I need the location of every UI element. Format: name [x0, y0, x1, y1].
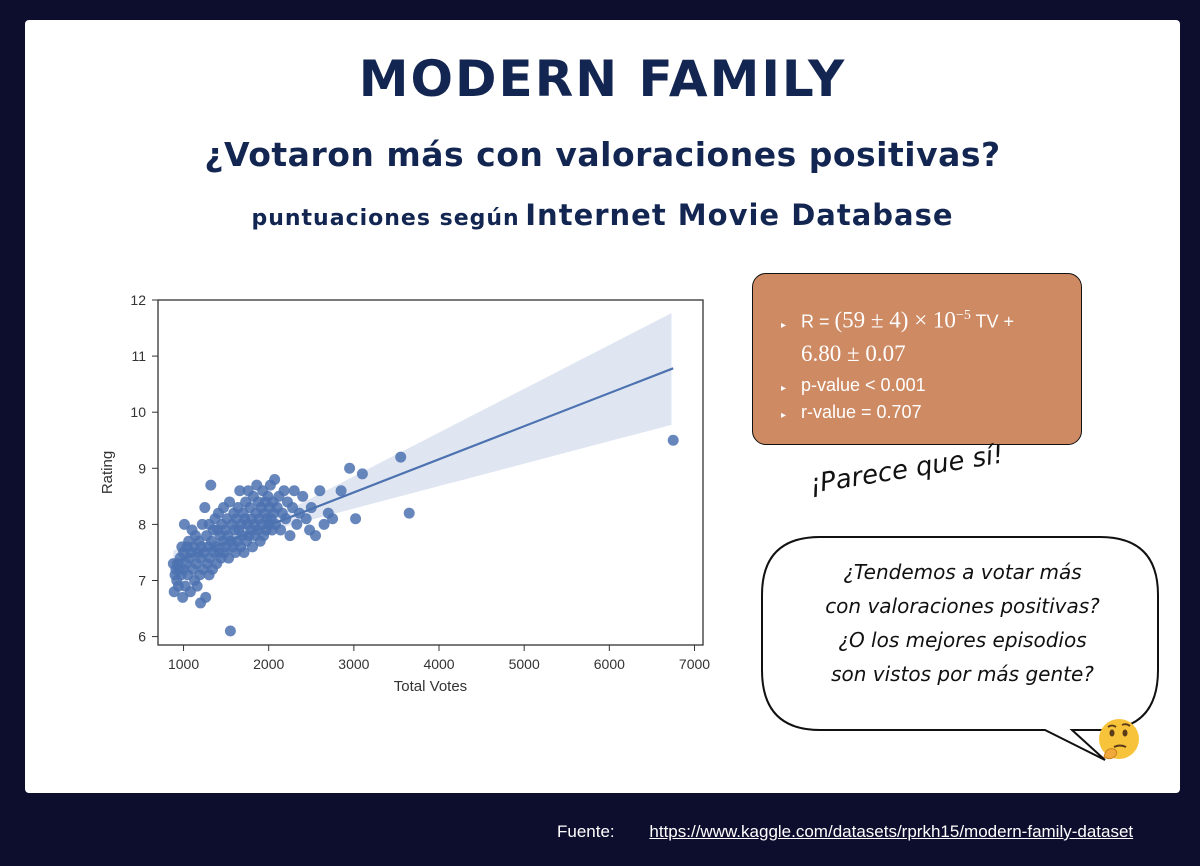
- footer: Fuente: https://www.kaggle.com/datasets/…: [557, 822, 1133, 842]
- source-link[interactable]: https://www.kaggle.com/datasets/rprkh15/…: [649, 822, 1134, 841]
- footer-label: Fuente:: [557, 822, 615, 841]
- rvalue-text: r-value = 0.707: [801, 401, 922, 422]
- triangle-bullet-icon: ▸: [781, 319, 787, 331]
- regression-formula: R = (59 ± 4) × 10−5 TV + 6.80 ± 0.07: [801, 300, 1014, 369]
- data-point: [275, 524, 287, 536]
- source-name: Internet Movie Database: [525, 198, 954, 232]
- thinking-face-icon: [1099, 719, 1139, 760]
- bubble-line: son vistos por más gente?: [831, 662, 1094, 686]
- x-tick-label: 5000: [509, 656, 540, 672]
- bubble-line: ¿O los mejores episodios: [838, 628, 1087, 652]
- formula-exponent: −5: [955, 308, 971, 323]
- data-point: [278, 485, 290, 497]
- data-point: [224, 496, 236, 508]
- scatter-chart: 1000 2000 3000 4000 5000 6000 7000 6 7 8 9 10 11 12 To…: [99, 292, 710, 695]
- triangle-bullet-icon: ▸: [781, 409, 787, 421]
- data-point: [177, 591, 189, 603]
- data-point: [403, 507, 415, 519]
- data-point: [667, 434, 679, 446]
- bubble-line: con valoraciones positivas?: [825, 594, 1100, 618]
- data-point: [310, 530, 322, 542]
- rvalue-row: ▸ r-value = 0.707: [781, 402, 1061, 423]
- data-point: [327, 513, 339, 525]
- data-point: [288, 485, 300, 497]
- data-point: [335, 485, 347, 497]
- x-tick-label: 2000: [253, 656, 284, 672]
- data-point: [291, 518, 303, 530]
- data-point: [200, 591, 212, 603]
- pvalue-row: ▸ p-value < 0.001: [781, 375, 1061, 396]
- y-tick-label: 8: [138, 516, 146, 532]
- formula-slope: (59 ± 4) × 10: [834, 307, 956, 333]
- x-tick-label: 4000: [423, 656, 454, 672]
- data-point: [300, 513, 312, 525]
- page-title: MODERN FAMILY: [358, 50, 847, 108]
- x-tick-label: 3000: [338, 656, 369, 672]
- y-tick-label: 11: [131, 348, 146, 364]
- y-tick-label: 10: [130, 404, 146, 420]
- data-source-line: puntuaciones según Internet Movie Databa…: [25, 198, 1180, 232]
- data-point: [238, 546, 250, 558]
- formula-intercept: 6.80 ± 0.07: [801, 340, 906, 366]
- x-tick-label: 1000: [168, 656, 199, 672]
- y-tick-label: 6: [138, 629, 146, 645]
- data-point: [234, 485, 246, 497]
- data-point: [284, 530, 296, 542]
- data-point: [314, 485, 326, 497]
- formula-tv: TV +: [970, 311, 1015, 332]
- x-tick-label: 6000: [594, 656, 625, 672]
- formula-r-label: R =: [801, 311, 835, 332]
- x-tick-label: 7000: [679, 656, 710, 672]
- source-prefix: puntuaciones según: [251, 206, 520, 231]
- y-tick-label: 7: [138, 572, 146, 588]
- speech-bubble-text: ¿Tendemos a votar más con valoraciones p…: [780, 555, 1145, 691]
- data-point: [178, 518, 190, 530]
- data-point: [350, 513, 362, 525]
- y-tick-label: 12: [130, 292, 146, 308]
- data-point: [247, 541, 259, 553]
- formula-row: ▸ R = (59 ± 4) × 10−5 TV + 6.80 ± 0.07: [781, 300, 1061, 369]
- data-point: [395, 451, 407, 463]
- data-point: [318, 518, 330, 530]
- bubble-line: ¿Tendemos a votar más: [843, 560, 1082, 584]
- y-tick-label: 9: [138, 460, 146, 476]
- plot-frame: [157, 299, 704, 646]
- data-point: [199, 502, 211, 514]
- pvalue-text: p-value < 0.001: [801, 374, 926, 395]
- data-point: [356, 468, 368, 480]
- x-axis-label: Total Votes: [394, 678, 467, 695]
- data-point: [205, 479, 217, 491]
- data-point: [297, 490, 309, 502]
- speech-bubble: [761, 536, 1159, 761]
- data-point: [224, 625, 236, 637]
- y-axis-label: Rating: [99, 451, 116, 494]
- page-subtitle: ¿Votaron más con valoraciones positivas?: [204, 135, 1001, 174]
- data-point: [269, 474, 281, 486]
- regression-line: [172, 367, 674, 564]
- data-point: [191, 580, 203, 592]
- triangle-bullet-icon: ▸: [781, 382, 787, 394]
- regression-stats-box: ▸ R = (59 ± 4) × 10−5 TV + 6.80 ± 0.07 ▸…: [752, 273, 1082, 445]
- data-point: [344, 462, 356, 474]
